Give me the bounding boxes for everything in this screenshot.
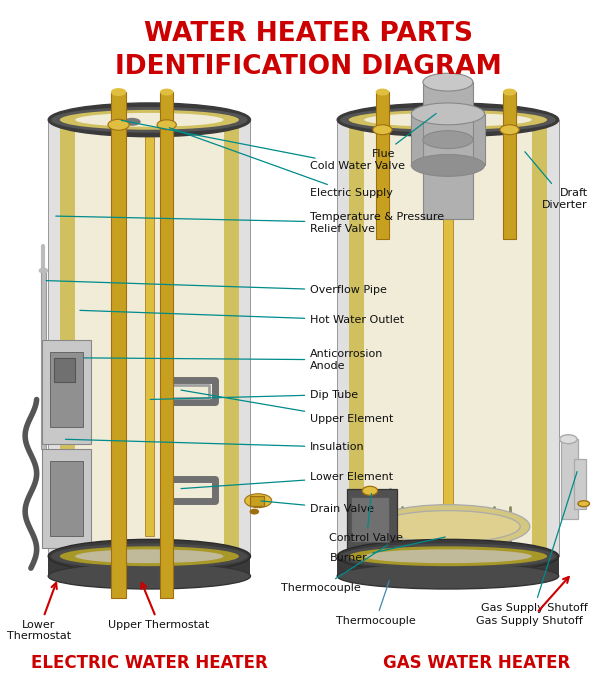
- Bar: [349, 120, 547, 556]
- Ellipse shape: [38, 267, 48, 274]
- Text: IDENTIFICATION DIAGRAM: IDENTIFICATION DIAGRAM: [115, 54, 502, 80]
- Ellipse shape: [51, 543, 248, 569]
- Ellipse shape: [48, 563, 250, 589]
- Bar: [337, 120, 559, 556]
- Ellipse shape: [578, 501, 590, 507]
- Text: WATER HEATER PARTS: WATER HEATER PARTS: [144, 21, 473, 47]
- Text: Cold Water Valve: Cold Water Valve: [121, 120, 405, 172]
- Ellipse shape: [366, 505, 530, 549]
- Text: Temperature & Pressure
Relief Valve: Temperature & Pressure Relief Valve: [56, 212, 445, 234]
- Ellipse shape: [376, 511, 520, 542]
- Text: Insulation: Insulation: [65, 439, 365, 452]
- Bar: [560, 439, 578, 518]
- Ellipse shape: [340, 543, 556, 569]
- Bar: [145, 120, 154, 536]
- Ellipse shape: [364, 549, 532, 563]
- Text: Drain Valve: Drain Valve: [261, 501, 374, 514]
- Text: Lower Element: Lower Element: [181, 472, 394, 488]
- Bar: [503, 92, 517, 239]
- Ellipse shape: [349, 547, 547, 566]
- Ellipse shape: [500, 124, 519, 135]
- Text: GAS WATER HEATER: GAS WATER HEATER: [383, 655, 571, 672]
- Bar: [347, 489, 397, 551]
- Ellipse shape: [48, 540, 250, 573]
- Ellipse shape: [373, 124, 392, 135]
- Ellipse shape: [376, 88, 389, 96]
- Text: Gas Supply Shutoff: Gas Supply Shutoff: [476, 577, 583, 626]
- Bar: [50, 461, 83, 536]
- Bar: [250, 496, 264, 505]
- Ellipse shape: [60, 547, 239, 566]
- Bar: [350, 497, 389, 542]
- Bar: [48, 556, 250, 576]
- Text: Burner: Burner: [329, 537, 445, 563]
- Ellipse shape: [60, 110, 239, 130]
- Bar: [160, 92, 173, 598]
- Ellipse shape: [51, 107, 248, 133]
- Text: Lower
Thermostat: Lower Thermostat: [7, 583, 71, 642]
- Bar: [364, 120, 532, 556]
- Bar: [423, 82, 473, 219]
- Bar: [41, 271, 46, 449]
- Ellipse shape: [124, 118, 140, 126]
- Ellipse shape: [423, 131, 473, 148]
- Bar: [337, 556, 559, 576]
- Ellipse shape: [75, 113, 224, 127]
- Text: Overflow Pipe: Overflow Pipe: [46, 280, 387, 295]
- Ellipse shape: [250, 509, 259, 514]
- Ellipse shape: [337, 563, 559, 589]
- Ellipse shape: [364, 113, 532, 127]
- Bar: [412, 114, 485, 166]
- Text: Flue: Flue: [371, 114, 436, 159]
- Bar: [111, 92, 126, 598]
- Text: Draft
Diverter: Draft Diverter: [525, 152, 587, 210]
- Text: Upper Element: Upper Element: [181, 390, 394, 424]
- Bar: [54, 358, 75, 382]
- Ellipse shape: [337, 103, 559, 137]
- Ellipse shape: [111, 88, 126, 96]
- Text: Control Valve: Control Valve: [329, 494, 403, 543]
- Text: Electric Supply: Electric Supply: [169, 128, 393, 198]
- Ellipse shape: [245, 494, 272, 508]
- Ellipse shape: [337, 540, 559, 573]
- Ellipse shape: [349, 110, 547, 130]
- Bar: [443, 120, 453, 536]
- Text: Thermocouple: Thermocouple: [281, 545, 388, 593]
- Ellipse shape: [423, 73, 473, 91]
- Ellipse shape: [340, 107, 556, 133]
- Bar: [60, 120, 239, 556]
- Bar: [43, 340, 91, 444]
- Ellipse shape: [422, 118, 439, 126]
- Bar: [574, 459, 586, 509]
- Text: Dip Tube: Dip Tube: [150, 390, 358, 399]
- Text: Gas Supply Shutoff: Gas Supply Shutoff: [481, 471, 587, 613]
- Text: Upper Thermostat: Upper Thermostat: [109, 583, 209, 630]
- Bar: [43, 449, 91, 549]
- Text: Thermocouple: Thermocouple: [336, 581, 416, 626]
- Text: Anticorrosion
Anode: Anticorrosion Anode: [84, 349, 383, 371]
- Ellipse shape: [503, 88, 517, 96]
- Text: ELECTRIC WATER HEATER: ELECTRIC WATER HEATER: [31, 655, 268, 672]
- Ellipse shape: [108, 119, 129, 130]
- Bar: [50, 352, 83, 428]
- Bar: [48, 120, 250, 556]
- Ellipse shape: [157, 120, 176, 130]
- Bar: [75, 120, 224, 556]
- Text: Hot Water Outlet: Hot Water Outlet: [80, 311, 404, 325]
- Ellipse shape: [75, 549, 224, 563]
- Ellipse shape: [48, 103, 250, 137]
- Ellipse shape: [362, 486, 377, 495]
- Ellipse shape: [412, 103, 485, 124]
- Bar: [376, 92, 389, 239]
- Ellipse shape: [160, 88, 173, 96]
- Ellipse shape: [560, 435, 577, 444]
- Ellipse shape: [412, 155, 485, 176]
